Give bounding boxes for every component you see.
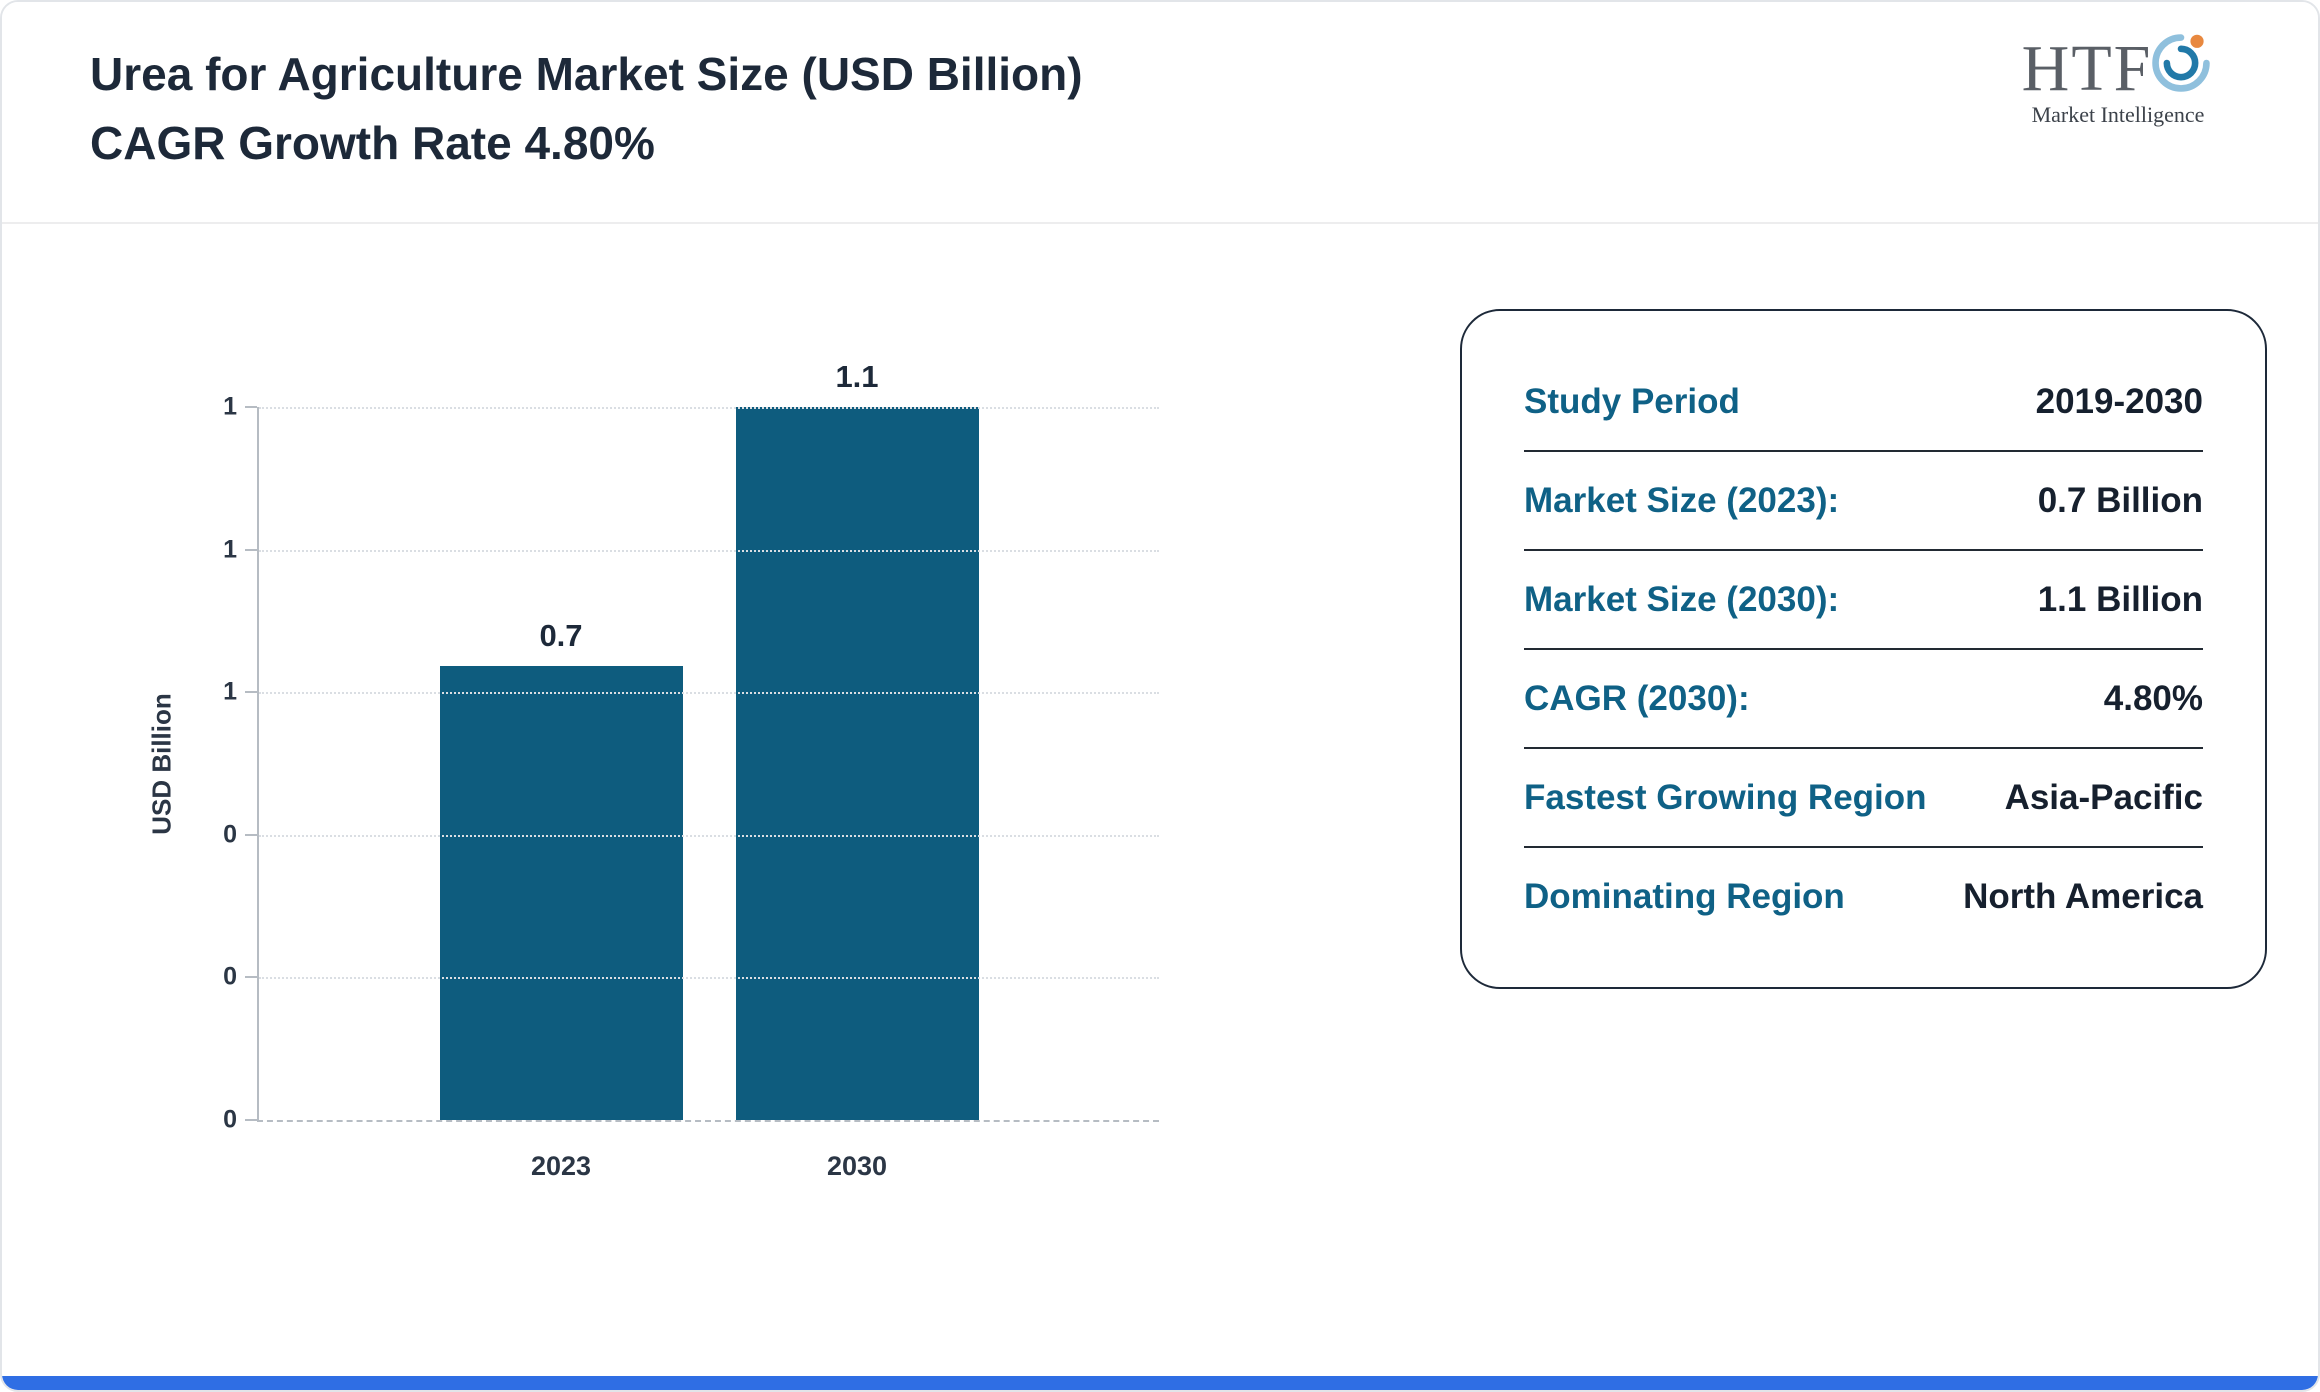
htf-logo-text: HTF <box>2021 32 2153 105</box>
y-axis-tick-mark <box>245 976 257 979</box>
page-title: Urea for Agriculture Market Size (USD Bi… <box>90 40 1083 178</box>
info-card-body: Study Period 2019-2030 Market Size (2023):… <box>1524 353 2203 945</box>
info-row-value: 0.7 Billion <box>2037 480 2203 520</box>
y-axis-title: USD Billion <box>146 693 177 835</box>
header: Urea for Agriculture Market Size (USD Bi… <box>2 2 2318 224</box>
info-row-value: 1.1 Billion <box>2037 579 2203 619</box>
info-row: CAGR (2030): 4.80% <box>1524 650 2203 749</box>
htf-logo-swirl-icon <box>2148 30 2214 101</box>
info-row: Study Period 2019-2030 <box>1524 353 2203 452</box>
info-row: Dominating Region North America <box>1524 848 2203 945</box>
gridline <box>259 407 1159 409</box>
y-axis-tick-mark <box>245 691 257 694</box>
info-row-label: Fastest Growing Region <box>1524 777 1927 817</box>
bar-column-2023: 0.7 2023 <box>439 618 683 1181</box>
info-row-label: Market Size (2023): <box>1524 480 1840 520</box>
gridline <box>259 692 1159 695</box>
info-row-value: 4.80% <box>2103 678 2203 718</box>
info-card: Study Period 2019-2030 Market Size (2023):… <box>1460 309 2267 989</box>
y-axis-tick-mark <box>245 406 257 408</box>
bars: 0.7 2023 1.1 2030 <box>259 359 1159 1181</box>
bottom-accent-bar <box>2 1376 2318 1390</box>
bar <box>735 407 979 1120</box>
gridline <box>259 549 1159 552</box>
y-axis-tick-mark <box>245 1119 257 1121</box>
y-axis-tick-label: 0 <box>223 1105 237 1134</box>
y-axis-tick-mark <box>245 548 257 551</box>
htf-logo-subtitle: Market Intelligence <box>2031 102 2205 127</box>
bar <box>439 666 683 1120</box>
info-row-label: CAGR (2030): <box>1524 678 1750 718</box>
info-row-value: North America <box>1963 876 2203 916</box>
x-axis-category-label: 2023 <box>530 1151 592 1181</box>
htf-logo-row: HTF <box>1978 32 2258 105</box>
info-row: Market Size (2030): 1.1 Billion <box>1524 551 2203 650</box>
y-axis-tick-mark <box>245 833 257 836</box>
htf-logo: HTF Market Intelligence <box>1978 32 2258 128</box>
y-axis-tick-label: 1 <box>223 535 237 564</box>
info-row: Market Size (2023): 0.7 Billion <box>1524 452 2203 551</box>
info-row-label: Dominating Region <box>1524 876 1845 916</box>
y-axis-tick-label: 1 <box>223 677 237 706</box>
info-row-value: Asia-Pacific <box>2004 777 2203 817</box>
info-row-label: Study Period <box>1524 381 1740 421</box>
bar-value-label: 1.1 <box>835 359 879 394</box>
info-row-value: 2019-2030 <box>2035 381 2203 421</box>
y-axis-tick-label: 0 <box>223 820 237 849</box>
page-title-line-1: Urea for Agriculture Market Size (USD Bi… <box>90 48 1083 100</box>
bar-column-2030: 1.1 2030 <box>735 359 979 1181</box>
y-axis-tick-label: 1 <box>223 392 237 421</box>
gridline <box>259 977 1159 980</box>
bar-value-label: 0.7 <box>539 618 583 654</box>
info-row-label: Market Size (2030): <box>1524 579 1840 619</box>
gridline <box>259 834 1159 837</box>
page-title-line-2: CAGR Growth Rate 4.80% <box>90 117 655 169</box>
info-row: Fastest Growing Region Asia-Pacific <box>1524 749 2203 848</box>
plot-area: 0.7 2023 1.1 2030 0 0 0 1 1 1 <box>223 359 1159 1181</box>
y-axis-tick-label: 0 <box>223 962 237 991</box>
x-axis-category-label: 2030 <box>826 1151 888 1181</box>
